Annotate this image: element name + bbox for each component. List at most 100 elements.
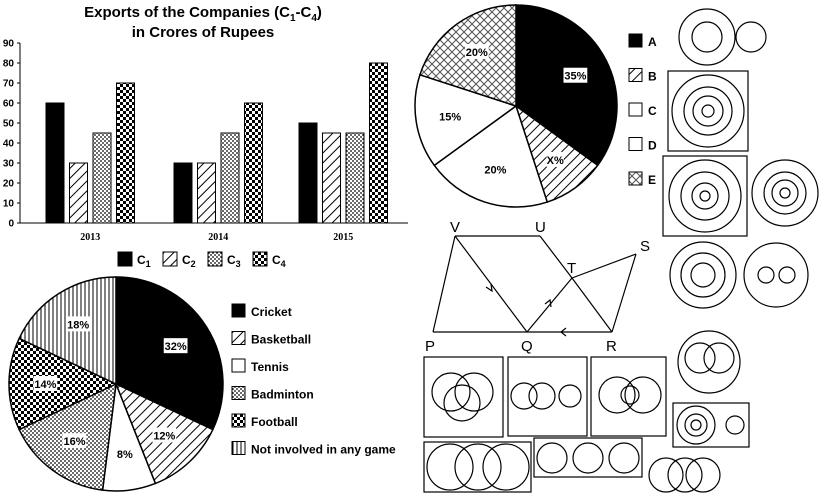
point-s: S bbox=[640, 238, 650, 255]
circle-figure-5 bbox=[677, 330, 741, 394]
x-tick-label: 2014 bbox=[208, 232, 228, 243]
legend-swatch bbox=[162, 251, 178, 267]
legend-swatch bbox=[628, 137, 643, 151]
edge-ts bbox=[571, 253, 637, 279]
point-q: Q bbox=[521, 338, 533, 355]
legend-swatch bbox=[628, 68, 643, 82]
circle-figure-6 bbox=[672, 402, 750, 448]
bar-chart-subtitle: in Crores of Rupees bbox=[132, 24, 275, 41]
legend-swatch bbox=[231, 358, 246, 373]
venn-figures bbox=[423, 356, 667, 493]
y-tick-label: 90 bbox=[3, 39, 15, 50]
arrow-qt-icon bbox=[544, 298, 552, 308]
venn-box-1 bbox=[423, 356, 504, 438]
bar bbox=[244, 102, 263, 224]
arrow-vq-icon bbox=[485, 283, 493, 293]
pie-label-bg bbox=[438, 108, 463, 124]
ae-pie-legend: A B C D E bbox=[628, 33, 657, 187]
legend-swatch bbox=[231, 331, 246, 345]
bar bbox=[173, 162, 193, 224]
sports-pie-legend: Cricket Basketball Tennis Badminton Football… bbox=[231, 303, 396, 457]
legend-swatch bbox=[231, 413, 246, 428]
sports-pie-chart: 32% 12% 8% 16% 14% 18% Cricket Basketball Tenni… bbox=[8, 276, 396, 492]
legend-swatch bbox=[231, 441, 246, 455]
legend-swatch bbox=[628, 171, 643, 186]
edge-tr bbox=[571, 277, 613, 333]
legend-label: Tennis bbox=[251, 360, 289, 374]
pie-label-bg bbox=[116, 446, 134, 462]
point-labels: V U S T P Q R bbox=[425, 219, 650, 355]
legend-label: A bbox=[648, 35, 657, 49]
legend-label: C3 bbox=[227, 253, 241, 269]
pie-slice bbox=[433, 104, 549, 208]
legend-label: C bbox=[648, 104, 657, 118]
point-u: U bbox=[535, 219, 546, 236]
legend-label: Not involved in any game bbox=[251, 443, 396, 457]
legend-swatch bbox=[628, 33, 643, 48]
x-tick-label: 2013 bbox=[80, 232, 100, 243]
legend-label: Basketball bbox=[251, 333, 311, 347]
circle-figure-3 bbox=[662, 155, 819, 237]
bar bbox=[322, 132, 341, 224]
ae-pie-labels: 35% X% 20% 15% 20% bbox=[438, 44, 588, 177]
edge-qt bbox=[526, 277, 573, 333]
bar bbox=[220, 132, 240, 224]
x-tick-label: 2015 bbox=[333, 232, 353, 243]
legend-swatch bbox=[207, 251, 223, 267]
pie-label-bg bbox=[464, 44, 489, 60]
venn-box-4 bbox=[423, 441, 532, 493]
pie-slice bbox=[115, 276, 224, 431]
circle-figures bbox=[648, 8, 819, 493]
circle-figure-2 bbox=[667, 70, 749, 152]
point-p: P bbox=[425, 338, 435, 355]
pie-label-bg bbox=[152, 427, 177, 443]
pie-label-bg bbox=[62, 433, 87, 449]
ae-pie-slices bbox=[414, 4, 618, 208]
circle-figure-7 bbox=[648, 457, 721, 493]
y-tick-label: 0 bbox=[8, 219, 14, 230]
pie-slice-label: 20% bbox=[484, 164, 506, 176]
edge-ut bbox=[539, 235, 573, 279]
y-tick-label: 60 bbox=[3, 99, 15, 110]
pie-label-bg bbox=[563, 67, 588, 83]
bar bbox=[69, 162, 88, 224]
y-tick-label: 80 bbox=[3, 59, 15, 70]
legend-label: Football bbox=[251, 415, 298, 429]
edge-sr bbox=[611, 253, 637, 333]
bar-series bbox=[45, 62, 388, 224]
circle-figure-1 bbox=[678, 8, 767, 66]
legend-label: C2 bbox=[182, 253, 196, 269]
pie-slice bbox=[414, 73, 518, 167]
ae-pie-chart: 35% X% 20% 15% 20% A B C D E bbox=[414, 4, 657, 208]
legend-swatch bbox=[231, 386, 246, 400]
pie-slice bbox=[515, 4, 618, 167]
bar bbox=[369, 62, 388, 224]
pie-slice-label: 8% bbox=[117, 449, 133, 461]
point-r: R bbox=[606, 338, 617, 355]
legend-label: Badminton bbox=[251, 388, 314, 402]
pie-slice-label: 12% bbox=[153, 430, 175, 442]
legend-swatch bbox=[117, 251, 133, 267]
pie-slice-label: 32% bbox=[165, 341, 187, 353]
bar-y-axis: 0 10 20 30 40 50 60 70 80 90 bbox=[3, 39, 20, 230]
pie-slice-label: 18% bbox=[67, 319, 89, 331]
bar-chart: Exports of the Companies (C1-C4) in Cror… bbox=[3, 4, 408, 269]
venn-box-5 bbox=[533, 437, 643, 478]
pie-label-bg bbox=[33, 376, 58, 391]
legend-label: B bbox=[648, 70, 657, 84]
bar bbox=[345, 132, 365, 224]
pie-label-bg bbox=[546, 151, 564, 167]
legend-swatch bbox=[252, 251, 268, 267]
geometry-diagram bbox=[432, 235, 637, 337]
circle-figure-4 bbox=[669, 241, 809, 309]
bar bbox=[92, 132, 112, 224]
pie-slice-label: 15% bbox=[439, 111, 461, 123]
pie-label-bg bbox=[66, 316, 91, 332]
legend-swatch bbox=[231, 303, 246, 318]
y-tick-label: 50 bbox=[3, 119, 15, 130]
pie-slice-label: 16% bbox=[63, 436, 85, 448]
pie-slice bbox=[8, 337, 118, 431]
bar bbox=[197, 162, 216, 224]
pie-slice-label: 20% bbox=[466, 47, 488, 59]
